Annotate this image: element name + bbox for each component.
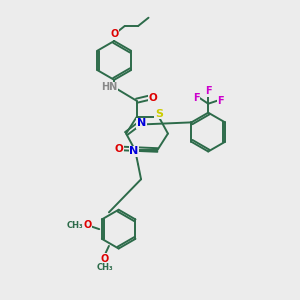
Text: O: O: [115, 143, 123, 154]
Text: O: O: [148, 93, 158, 103]
Text: O: O: [83, 220, 92, 230]
Text: F: F: [205, 86, 211, 96]
Text: N: N: [129, 146, 139, 156]
Text: HN: HN: [101, 82, 117, 92]
Text: F: F: [218, 96, 224, 106]
Text: N: N: [137, 118, 146, 128]
Text: CH₃: CH₃: [96, 263, 113, 272]
Text: CH₃: CH₃: [66, 221, 83, 230]
Text: F: F: [193, 93, 200, 103]
Text: S: S: [155, 109, 163, 118]
Text: O: O: [110, 29, 118, 39]
Text: O: O: [100, 254, 109, 264]
